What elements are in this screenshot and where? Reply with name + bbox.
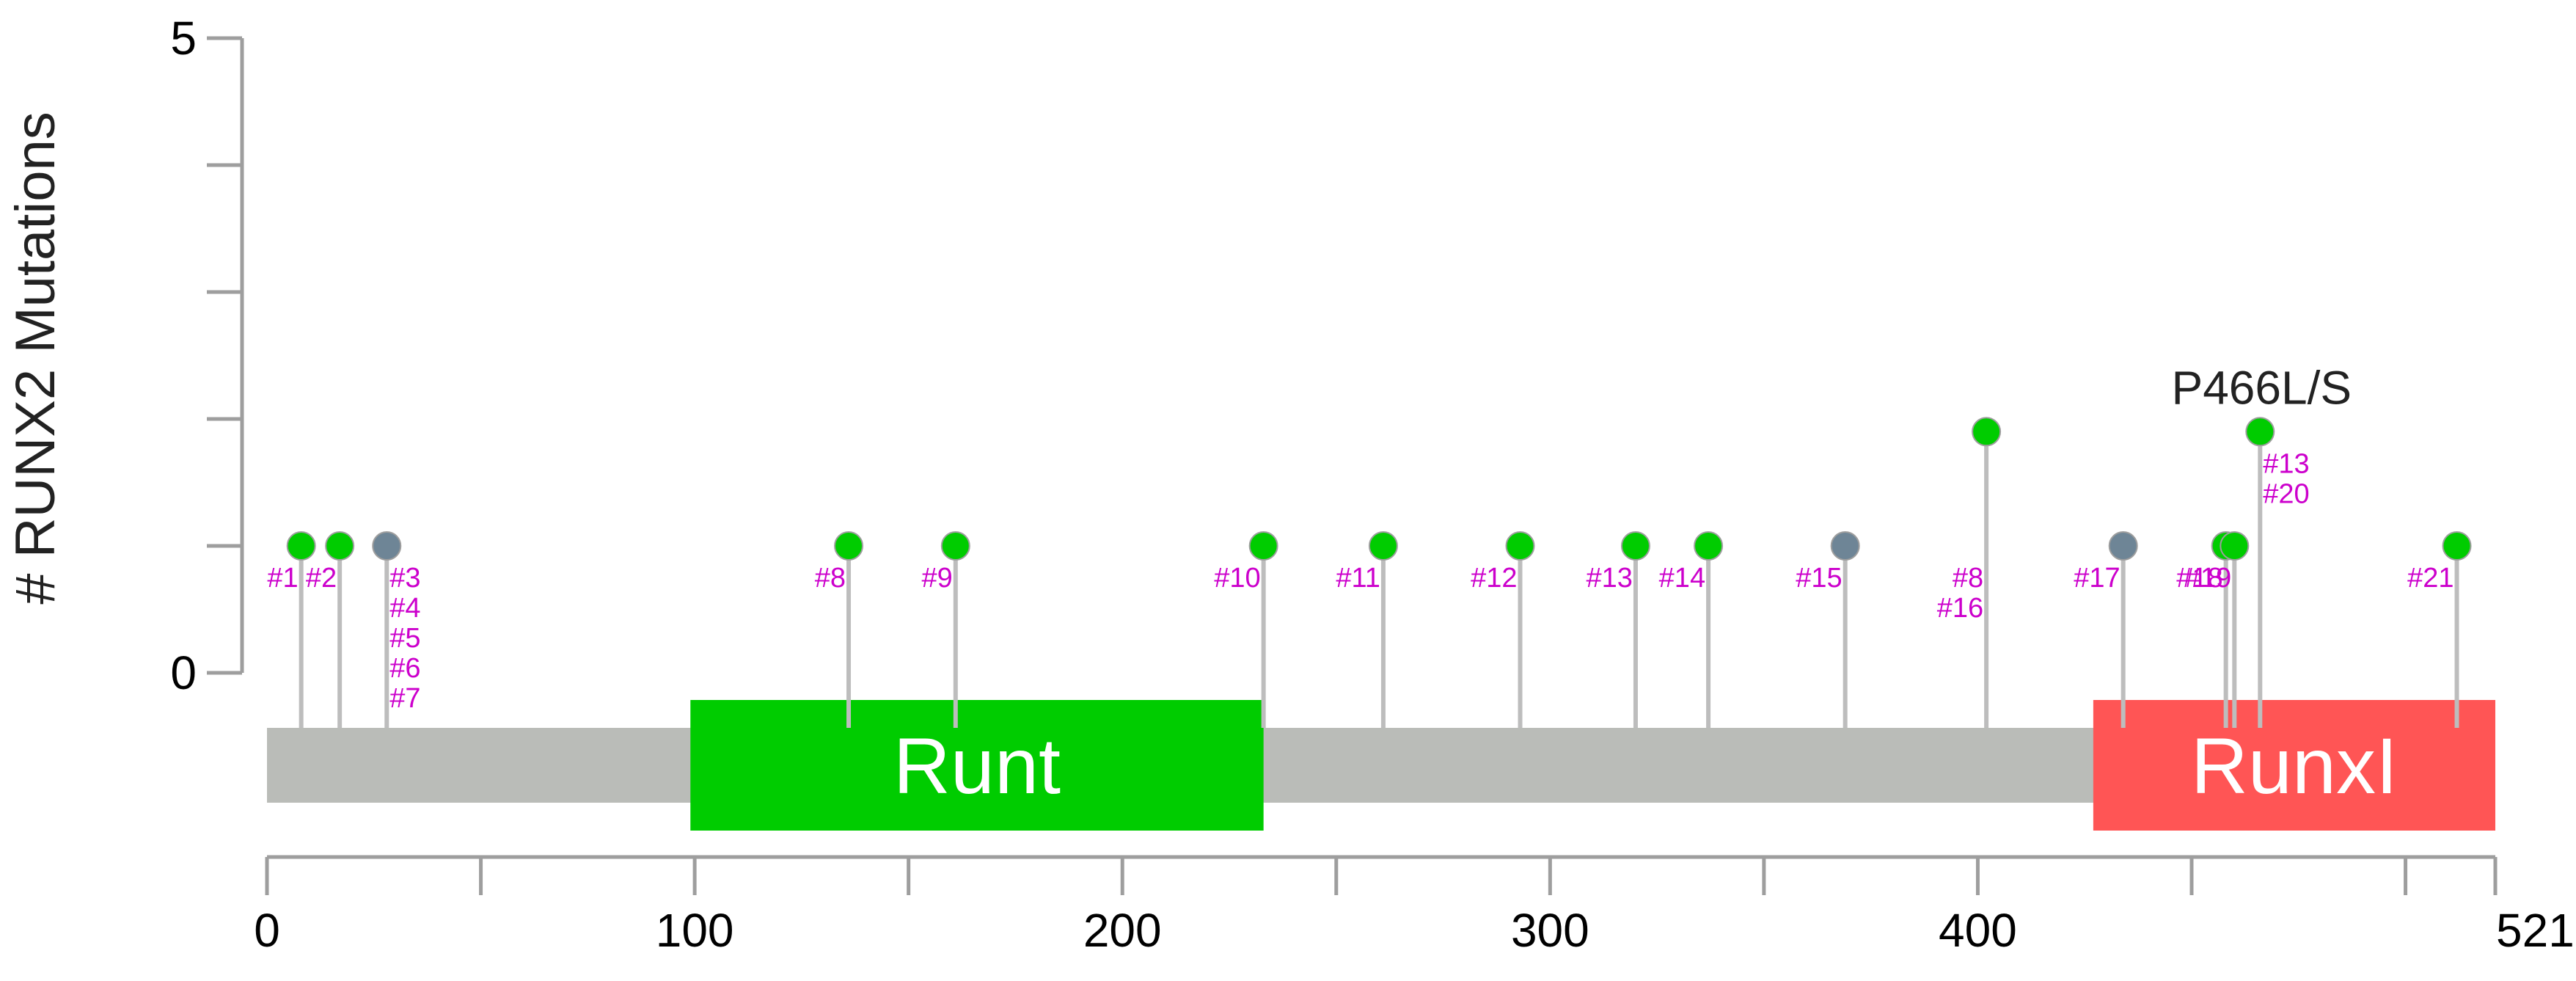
mutation-label: #19	[2185, 563, 2231, 594]
x-axis: 0 100 200 300 400 521aa	[254, 855, 2576, 957]
mutation-head[interactable]	[1972, 417, 2002, 447]
mutation-head[interactable]	[1505, 531, 1535, 561]
mutation-head[interactable]	[2245, 417, 2275, 447]
x-tick-label: 200	[1083, 904, 1162, 957]
mutation-label: #15	[1796, 563, 1842, 594]
mutation-head[interactable]	[372, 531, 402, 561]
y-axis-label: # RUNX2 Mutations	[4, 112, 67, 605]
mutation-label: #21	[2407, 563, 2454, 594]
x-tick-label: 100	[656, 904, 734, 957]
mutation-label: #10	[1214, 563, 1260, 594]
domain-label: Runt	[893, 721, 1061, 810]
mutation-head[interactable]	[1248, 531, 1278, 561]
mutation-label: #13	[2263, 448, 2309, 479]
mutation-label: #8	[815, 563, 846, 594]
protein-backbone-group: Runt RunxI	[267, 700, 2495, 831]
domain-label: RunxI	[2191, 721, 2398, 810]
domain-runt	[690, 700, 1264, 831]
mutation-head[interactable]	[1368, 531, 1398, 561]
mutation-label: #12	[1471, 563, 1517, 594]
mutation-heads	[286, 417, 2472, 561]
mutation-label: #1	[267, 563, 298, 594]
mutation-label: #16	[1937, 593, 1983, 624]
mutation-head[interactable]	[286, 531, 316, 561]
x-tick-label: 0	[254, 904, 280, 957]
mutation-annotation: P466L/S	[2172, 361, 2352, 414]
mutation-label: #18	[2176, 563, 2222, 594]
mutation-head[interactable]	[1694, 531, 1724, 561]
x-tick-label: 521aa	[2496, 904, 2576, 957]
mutation-label: #7	[389, 683, 420, 714]
mutation-head[interactable]	[1830, 531, 1860, 561]
mutation-label: #2	[306, 563, 337, 594]
mutation-label: #14	[1659, 563, 1705, 594]
domain-runxi	[2093, 700, 2495, 831]
mutation-head[interactable]	[325, 531, 355, 561]
mutation-label: #8	[1953, 563, 1983, 594]
mutation-label: #6	[389, 653, 420, 684]
mutation-head[interactable]	[940, 531, 970, 561]
mutation-label: #13	[1587, 563, 1633, 594]
mutation-labels: #1 #2 #3#4#5#6#7#8 #9 #10 #11 #12 #13 #14 #15 #8#1…	[267, 361, 2454, 714]
x-tick-label: 300	[1511, 904, 1589, 957]
mutation-label: #11	[1336, 563, 1380, 594]
mutation-head[interactable]	[2108, 531, 2138, 561]
mutation-head[interactable]	[834, 531, 864, 561]
y-tick-label: 0	[170, 646, 197, 699]
mutation-label: #17	[2074, 563, 2120, 594]
mutation-head[interactable]	[2442, 531, 2472, 561]
mutation-label: #20	[2263, 478, 2309, 509]
y-tick-label: 5	[170, 12, 197, 65]
mutation-label: #3	[389, 563, 420, 594]
mutation-head[interactable]	[2220, 531, 2250, 561]
mutation-label: #5	[389, 623, 420, 654]
mutation-head[interactable]	[1620, 531, 1650, 561]
mutation-stems	[299, 431, 2459, 728]
mutation-label: #4	[389, 593, 420, 624]
mutation-label: #9	[922, 563, 953, 594]
y-axis: 05	[170, 12, 244, 699]
x-tick-label: 400	[1939, 904, 2017, 957]
